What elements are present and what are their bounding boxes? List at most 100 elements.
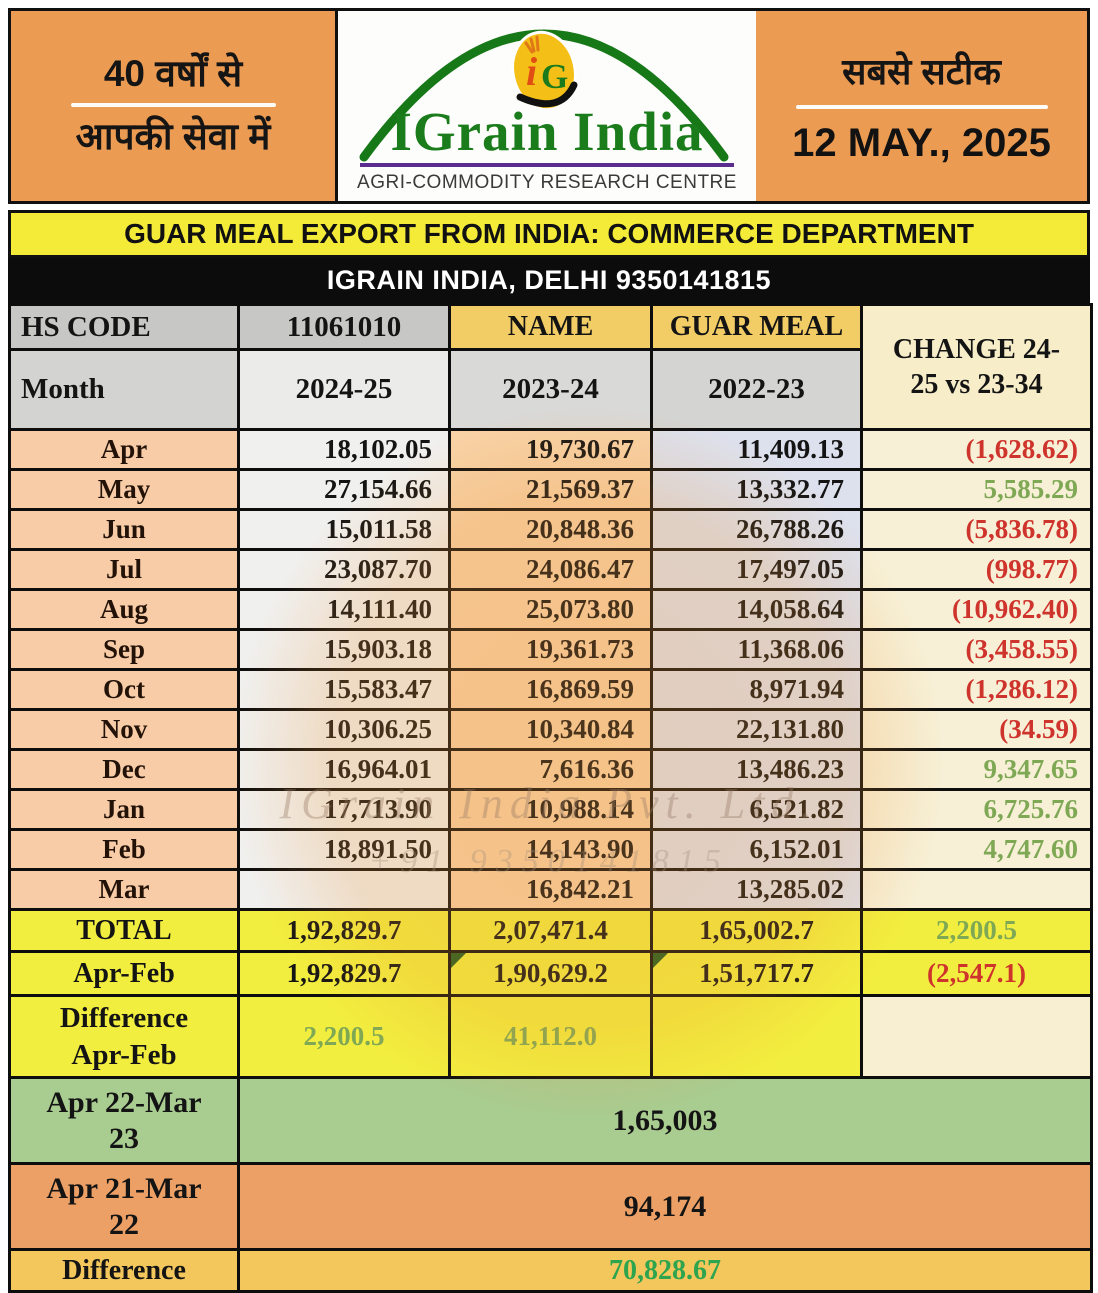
logo-monogram-g: G xyxy=(541,57,568,96)
logo-purple-rule xyxy=(360,163,734,167)
table-header-row-2: Month 2024-25 2023-24 2022-23 xyxy=(8,348,1092,431)
value-2023-24: 25,073.80 xyxy=(448,588,653,631)
table-row: Feb 18,891.50 14,143.90 6,152.01 4,747.6… xyxy=(8,828,1093,871)
value-2024-25: 15,583.47 xyxy=(237,668,451,711)
change-value: (3,458.55) xyxy=(860,628,1093,671)
month-label: Jun xyxy=(8,508,240,551)
apr-feb-2022-23: 1,51,717.7 xyxy=(650,950,863,997)
value-2023-24: 16,869.59 xyxy=(448,668,653,711)
value-2022-23: 8,971.94 xyxy=(650,668,863,711)
value-2024-25: 14,111.40 xyxy=(237,588,451,631)
value-2022-23: 14,058.64 xyxy=(650,588,863,631)
value-2022-23: 13,332.77 xyxy=(650,468,863,511)
apr-feb-2024-25: 1,92,829.7 xyxy=(237,950,451,997)
bottom-difference-row: Difference 70,828.67 xyxy=(8,1248,1093,1293)
month-label: Feb xyxy=(8,828,240,871)
value-2022-23: 13,285.02 xyxy=(650,868,863,911)
value-2022-23: 26,788.26 xyxy=(650,508,863,551)
table-row: Jul 23,087.70 24,086.47 17,497.05 (998.7… xyxy=(8,548,1093,591)
fy-2021-22-value: 94,174 xyxy=(237,1162,1093,1251)
bottom-difference-label: Difference xyxy=(8,1248,240,1293)
value-2024-25: 15,903.18 xyxy=(237,628,451,671)
export-table: HS CODE 11061010 NAME GUAR MEAL CHANGE 2… xyxy=(8,303,1093,1293)
fy-2022-23-label: Apr 22-Mar 23 xyxy=(8,1076,240,1165)
month-label: Sep xyxy=(8,628,240,671)
masthead-right-panel: सबसे सटीक 12 MAY., 2025 xyxy=(756,8,1090,204)
fy-2021-22-row: Apr 21-Mar 22 94,174 xyxy=(8,1162,1093,1251)
total-2023-24: 2,07,471.4 xyxy=(448,908,653,953)
year-header-2023-24: 2023-24 xyxy=(448,348,653,431)
difference-2022-23-empty xyxy=(650,994,863,1079)
month-label: Apr xyxy=(8,428,240,471)
igrain-logo-icon: i G xyxy=(359,29,729,162)
change-value: (998.77) xyxy=(860,548,1093,591)
fy-2021-22-label: Apr 21-Mar 22 xyxy=(8,1162,240,1251)
value-2024-25 xyxy=(237,868,451,911)
export-table-wrap: IGrain India Pvt. Ltd. +91 9350141815 HS… xyxy=(8,303,1093,1293)
table-row: Dec 16,964.01 7,616.36 13,486.23 9,347.6… xyxy=(8,748,1093,791)
difference-change-empty xyxy=(860,994,1093,1079)
divider-rule xyxy=(70,103,276,107)
page-title: GUAR MEAL EXPORT FROM INDIA: COMMERCE DE… xyxy=(8,210,1090,258)
bottom-difference-value: 70,828.67 xyxy=(237,1248,1093,1293)
apr-feb-row: Apr-Feb 1,92,829.7 1,90,629.2 1,51,717.7… xyxy=(8,950,1093,997)
value-2023-24: 19,730.67 xyxy=(448,428,653,471)
apr-feb-label: Apr-Feb xyxy=(8,950,240,997)
tagline-hindi-right: सबसे सटीक xyxy=(842,51,1001,92)
value-2023-24: 19,361.73 xyxy=(448,628,653,671)
table-row: May 27,154.66 21,569.37 13,332.77 5,585.… xyxy=(8,468,1093,511)
table-row: Jan 17,713.90 10,988.14 6,521.82 6,725.7… xyxy=(8,788,1093,831)
table-header-row-1: HS CODE 11061010 NAME GUAR MEAL CHANGE 2… xyxy=(8,303,1093,431)
value-2023-24: 14,143.90 xyxy=(448,828,653,871)
apr-feb-2023-24: 1,90,629.2 xyxy=(448,950,653,997)
masthead: 40 वर्षों से आपकी सेवा में i G IGrain In… xyxy=(8,8,1090,204)
year-header-2022-23: 2022-23 xyxy=(650,348,863,431)
difference-2024-25: 2,200.5 xyxy=(237,994,451,1079)
tagline-hindi-line2: आपकी सेवा में xyxy=(75,116,271,157)
value-2024-25: 23,087.70 xyxy=(237,548,451,591)
value-2024-25: 18,891.50 xyxy=(237,828,451,871)
change-value: (5,836.78) xyxy=(860,508,1093,551)
value-2023-24: 7,616.36 xyxy=(448,748,653,791)
value-2022-23: 22,131.80 xyxy=(650,708,863,751)
fy-2022-23-value: 1,65,003 xyxy=(237,1076,1093,1165)
name-label: NAME xyxy=(448,303,653,351)
total-row: TOTAL 1,92,829.7 2,07,471.4 1,65,002.7 2… xyxy=(8,908,1093,953)
value-2022-23: 6,521.82 xyxy=(650,788,863,831)
total-change: 2,200.5 xyxy=(860,908,1093,953)
value-2022-23: 11,409.13 xyxy=(650,428,863,471)
value-2022-23: 6,152.01 xyxy=(650,828,863,871)
value-2024-25: 10,306.25 xyxy=(237,708,451,751)
value-2024-25: 17,713.90 xyxy=(237,788,451,831)
total-2024-25: 1,92,829.7 xyxy=(237,908,451,953)
month-label: Mar xyxy=(8,868,240,911)
difference-apr-feb-row: Difference Apr-Feb 2,200.5 41,112.0 xyxy=(8,994,1093,1079)
change-value: (34.59) xyxy=(860,708,1093,751)
change-value: 4,747.60 xyxy=(860,828,1093,871)
month-label: Aug xyxy=(8,588,240,631)
table-row: Nov 10,306.25 10,340.84 22,131.80 (34.59… xyxy=(8,708,1093,751)
hs-code-label: HS CODE xyxy=(8,303,240,351)
change-value: 5,585.29 xyxy=(860,468,1093,511)
value-2023-24: 10,988.14 xyxy=(448,788,653,831)
value-2023-24: 16,842.21 xyxy=(448,868,653,911)
table-row: Jun 15,011.58 20,848.36 26,788.26 (5,836… xyxy=(8,508,1093,551)
apr-feb-change: (2,547.1) xyxy=(860,950,1093,997)
month-label: May xyxy=(8,468,240,511)
month-label: Nov xyxy=(8,708,240,751)
difference-apr-feb-label: Difference Apr-Feb xyxy=(8,994,240,1079)
divider-rule xyxy=(795,105,1048,109)
month-column-header: Month xyxy=(8,348,240,431)
logo-tagline: AGRI-COMMODITY RESEARCH CENTRE xyxy=(357,172,737,193)
value-2022-23: 13,486.23 xyxy=(650,748,863,791)
value-2023-24: 24,086.47 xyxy=(448,548,653,591)
month-label: Dec xyxy=(8,748,240,791)
change-value: 6,725.76 xyxy=(860,788,1093,831)
change-value: (10,962.40) xyxy=(860,588,1093,631)
logo-panel: i G IGrain India AGRI-COMMODITY RESEARCH… xyxy=(338,8,756,204)
change-value: (1,286.12) xyxy=(860,668,1093,711)
value-2023-24: 21,569.37 xyxy=(448,468,653,511)
table-row: Oct 15,583.47 16,869.59 8,971.94 (1,286.… xyxy=(8,668,1093,711)
value-2024-25: 16,964.01 xyxy=(237,748,451,791)
table-row: Mar 16,842.21 13,285.02 xyxy=(8,868,1093,911)
